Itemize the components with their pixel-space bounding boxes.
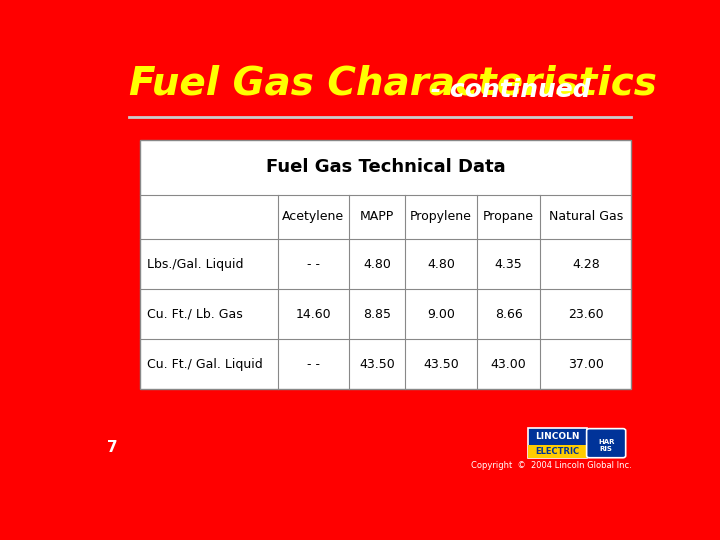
Text: 37.00: 37.00: [568, 357, 604, 370]
Text: 4.28: 4.28: [572, 258, 600, 271]
Text: - -: - -: [307, 357, 320, 370]
Text: 4.35: 4.35: [495, 258, 523, 271]
Text: ELECTRIC: ELECTRIC: [535, 447, 580, 456]
Text: Propylene: Propylene: [410, 211, 472, 224]
Text: MAPP: MAPP: [360, 211, 395, 224]
Text: 7: 7: [107, 440, 117, 455]
Text: - continued: - continued: [422, 78, 590, 102]
Text: HAR: HAR: [598, 439, 614, 445]
Text: Copyright  ©  2004 Lincoln Global Inc.: Copyright © 2004 Lincoln Global Inc.: [470, 461, 631, 470]
Text: Cu. Ft./ Gal. Liquid: Cu. Ft./ Gal. Liquid: [147, 357, 263, 370]
Text: LINCOLN: LINCOLN: [535, 431, 580, 441]
Text: 8.85: 8.85: [363, 308, 391, 321]
Text: Acetylene: Acetylene: [282, 211, 344, 224]
Text: 4.80: 4.80: [427, 258, 455, 271]
FancyBboxPatch shape: [528, 446, 587, 458]
Text: 14.60: 14.60: [295, 308, 331, 321]
FancyBboxPatch shape: [528, 428, 587, 458]
Text: Fuel Gas Technical Data: Fuel Gas Technical Data: [266, 158, 505, 176]
Text: 43.50: 43.50: [423, 357, 459, 370]
Text: Fuel Gas Characteristics: Fuel Gas Characteristics: [129, 64, 657, 102]
Text: Natural Gas: Natural Gas: [549, 211, 623, 224]
Text: - -: - -: [307, 258, 320, 271]
Text: Cu. Ft./ Lb. Gas: Cu. Ft./ Lb. Gas: [147, 308, 243, 321]
Text: 8.66: 8.66: [495, 308, 523, 321]
Text: 23.60: 23.60: [568, 308, 603, 321]
FancyBboxPatch shape: [587, 429, 626, 458]
Text: RIS: RIS: [600, 446, 613, 451]
Text: 43.00: 43.00: [490, 357, 526, 370]
Text: Lbs./Gal. Liquid: Lbs./Gal. Liquid: [147, 258, 243, 271]
Text: 9.00: 9.00: [427, 308, 455, 321]
FancyBboxPatch shape: [140, 140, 631, 389]
Text: Propane: Propane: [483, 211, 534, 224]
Text: 43.50: 43.50: [359, 357, 395, 370]
Text: 4.80: 4.80: [363, 258, 391, 271]
